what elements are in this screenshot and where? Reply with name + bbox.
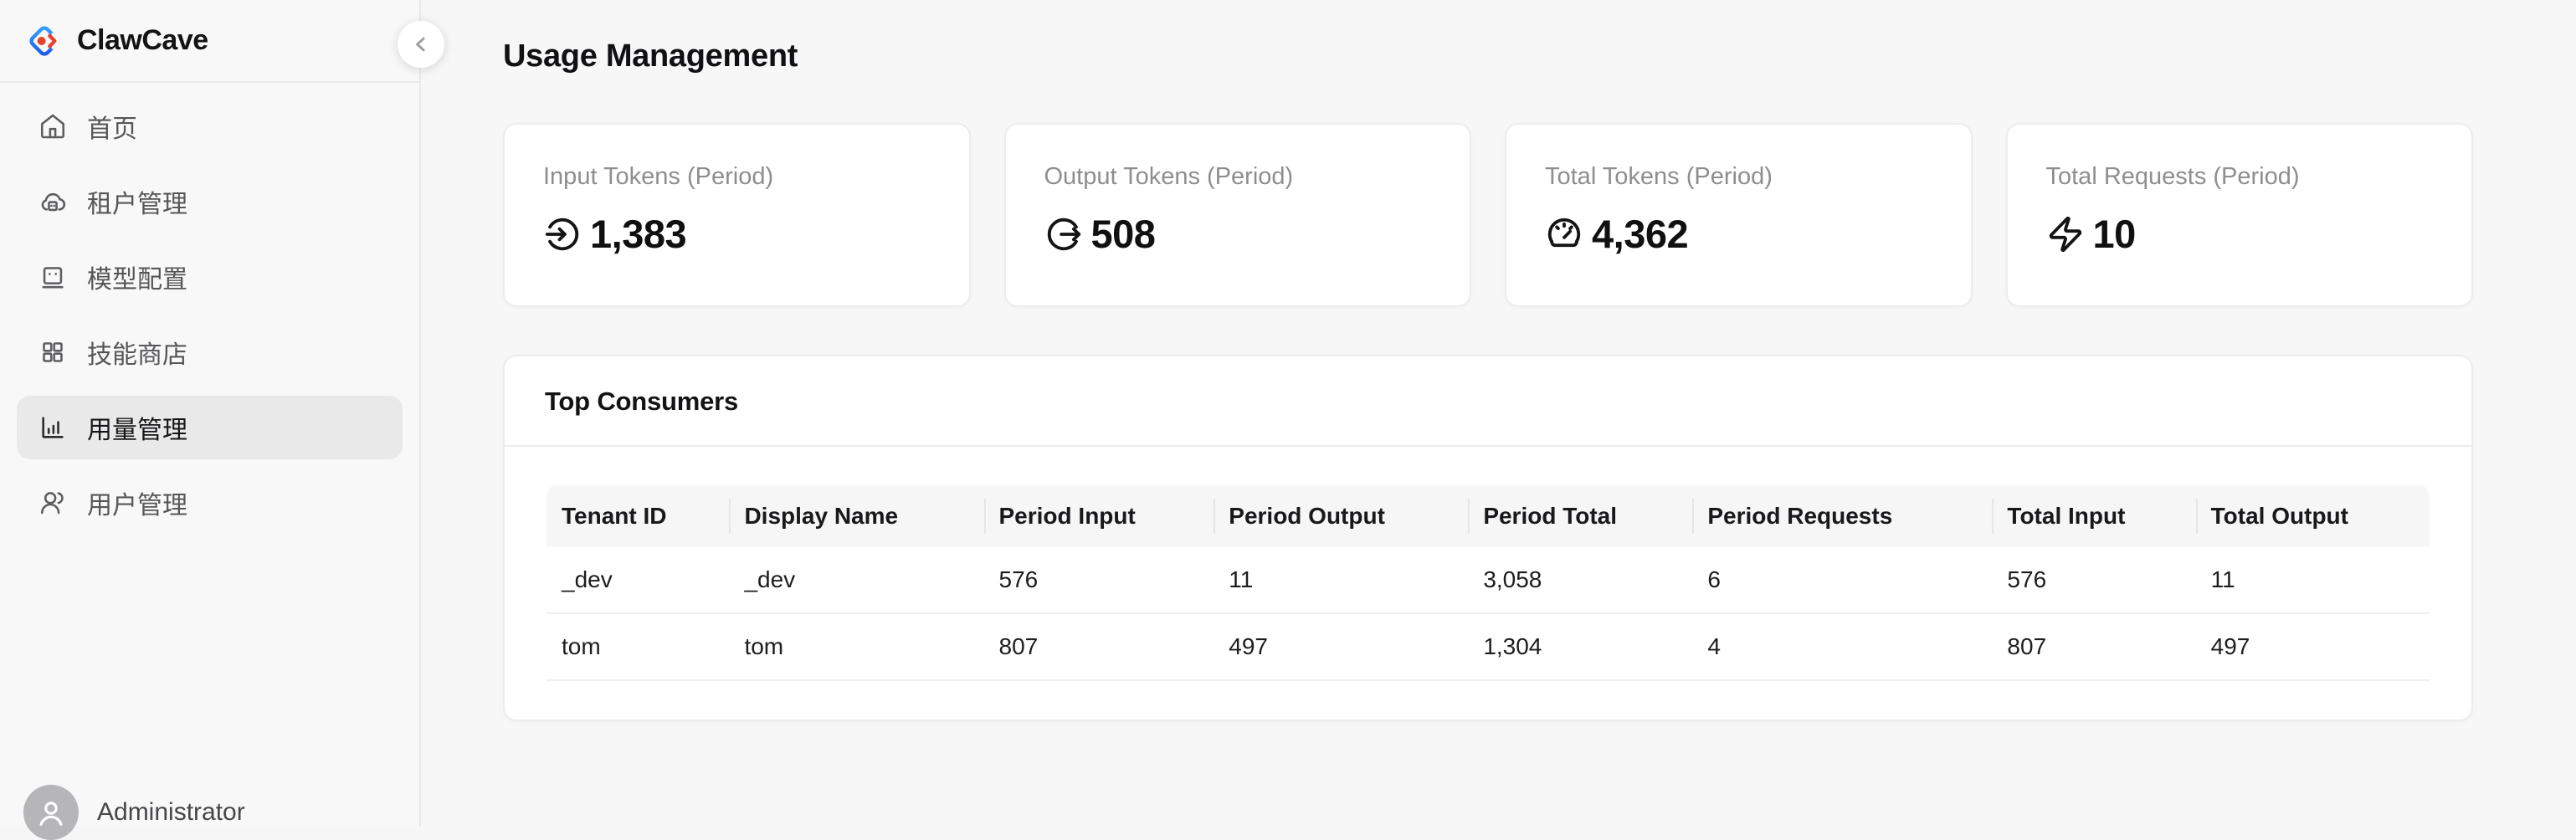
column-header: Total Output	[2195, 485, 2430, 547]
stat-card-value: 10	[2092, 212, 2137, 256]
stat-card-label: Input Tokens (Period)	[543, 163, 774, 190]
sidebar-item-usage[interactable]: 用量管理	[17, 396, 403, 459]
stat-card-value-row: 10	[2046, 211, 2434, 257]
panel-body: Tenant ID Display Name Period Input Period …	[505, 447, 2471, 720]
home-icon	[38, 112, 67, 141]
stat-card-value: 1,383	[590, 212, 687, 256]
table-row: tom tom 807 497 1,304 4 807 497	[547, 614, 2430, 681]
stat-card-value-row: 508	[1044, 211, 1432, 257]
arrow-into-circle-icon	[543, 215, 582, 254]
table-cell: 807	[1992, 614, 2196, 681]
column-header: Period Requests	[1692, 485, 1993, 547]
sidebar-item-skills[interactable]: 技能商店	[17, 320, 403, 384]
panel-header: Top Consumers	[505, 356, 2471, 447]
table-cell: tom	[547, 614, 730, 681]
user-name: Administrator	[97, 798, 245, 826]
user-avatar-icon	[23, 785, 79, 840]
stat-card-value: 4,362	[1592, 212, 1689, 256]
stat-card-value-row: 4,362	[1545, 211, 1932, 257]
table-cell: 576	[983, 547, 1214, 614]
stat-card-value-row: 1,383	[543, 211, 931, 257]
sidebar-collapse-button[interactable]	[398, 21, 444, 68]
sidebar-item-label: 用户管理	[87, 492, 187, 520]
bar-chart-icon	[38, 413, 67, 442]
sidebar-item-users[interactable]: 用户管理	[17, 471, 403, 535]
chevron-left-icon	[408, 32, 434, 57]
table-cell: 3,058	[1468, 547, 1693, 614]
clawcave-logo-icon	[25, 22, 64, 60]
logo[interactable]: ClawCave	[0, 0, 419, 83]
column-header: Display Name	[729, 485, 984, 547]
table-cell: 807	[983, 614, 1214, 681]
gauge-icon	[1545, 215, 1583, 254]
sidebar-item-label: 租户管理	[87, 191, 187, 218]
stat-card-label: Output Tokens (Period)	[1044, 163, 1294, 190]
sidebar-item-label: 技能商店	[87, 341, 187, 369]
sidebar-item-label: 用量管理	[87, 417, 187, 444]
stat-cards-row: Input Tokens (Period) 1,383 Output Tokens …	[503, 123, 2473, 307]
stat-card-input-tokens: Input Tokens (Period) 1,383	[503, 123, 971, 307]
table-cell: 497	[2195, 614, 2430, 681]
table-cell: 11	[2195, 547, 2430, 614]
sidebar-item-models[interactable]: 模型配置	[17, 245, 403, 309]
table-cell: 497	[1214, 614, 1469, 681]
table-header-row: Tenant ID Display Name Period Input Period …	[547, 485, 2430, 547]
panel-title: Top Consumers	[545, 387, 739, 416]
grid-icon	[38, 338, 67, 366]
column-header: Total Input	[1992, 485, 2196, 547]
table-cell: tom	[729, 614, 984, 681]
app-title: ClawCave	[77, 24, 208, 56]
sidebar-item-tenants[interactable]: 租户管理	[17, 170, 403, 233]
table-cell: 4	[1692, 614, 1993, 681]
bot-icon	[38, 263, 67, 291]
zap-icon	[2046, 215, 2085, 254]
table-cell: _dev	[547, 547, 730, 614]
table-cell: _dev	[729, 547, 984, 614]
stat-card-total-requests: Total Requests (Period) 10	[2005, 123, 2473, 307]
stat-card-total-tokens: Total Tokens (Period) 4,362	[1505, 123, 1973, 307]
arrow-out-of-circle-icon	[1044, 215, 1083, 254]
sidebar-item-label: 首页	[87, 115, 137, 143]
column-header: Period Total	[1468, 485, 1693, 547]
sidebar: ClawCave 首页租户管理模型配置技能商店用量管理用户管理 Administ…	[0, 0, 421, 840]
stat-card-label: Total Tokens (Period)	[1545, 163, 1773, 190]
column-header: Period Input	[983, 485, 1214, 547]
users-icon	[38, 489, 67, 517]
sidebar-menu: 首页租户管理模型配置技能商店用量管理用户管理	[0, 83, 419, 535]
stat-card-output-tokens: Output Tokens (Period) 508	[1003, 123, 1471, 307]
stat-card-label: Total Requests (Period)	[2045, 163, 2300, 190]
table-cell: 576	[1992, 547, 2196, 614]
main-content: Usage Management Input Tokens (Period) 1,…	[423, 0, 2576, 827]
table-cell: 6	[1692, 547, 1993, 614]
page-title: Usage Management	[503, 38, 798, 74]
column-header: Period Output	[1214, 485, 1469, 547]
table-cell: 1,304	[1468, 614, 1693, 681]
sidebar-item-label: 模型配置	[87, 266, 187, 294]
table-row: _dev _dev 576 11 3,058 6 576 11	[547, 547, 2430, 614]
user-profile[interactable]: Administrator	[23, 785, 245, 840]
top-consumers-table: Tenant ID Display Name Period Input Period …	[547, 485, 2430, 681]
cloud-server-icon	[38, 187, 67, 216]
stat-card-value: 508	[1090, 212, 1156, 256]
top-consumers-panel: Top Consumers Tenant ID Display Name Perio…	[503, 355, 2473, 721]
sidebar-item-home[interactable]: 首页	[17, 95, 403, 158]
column-header: Tenant ID	[547, 485, 730, 547]
table-cell: 11	[1214, 547, 1469, 614]
